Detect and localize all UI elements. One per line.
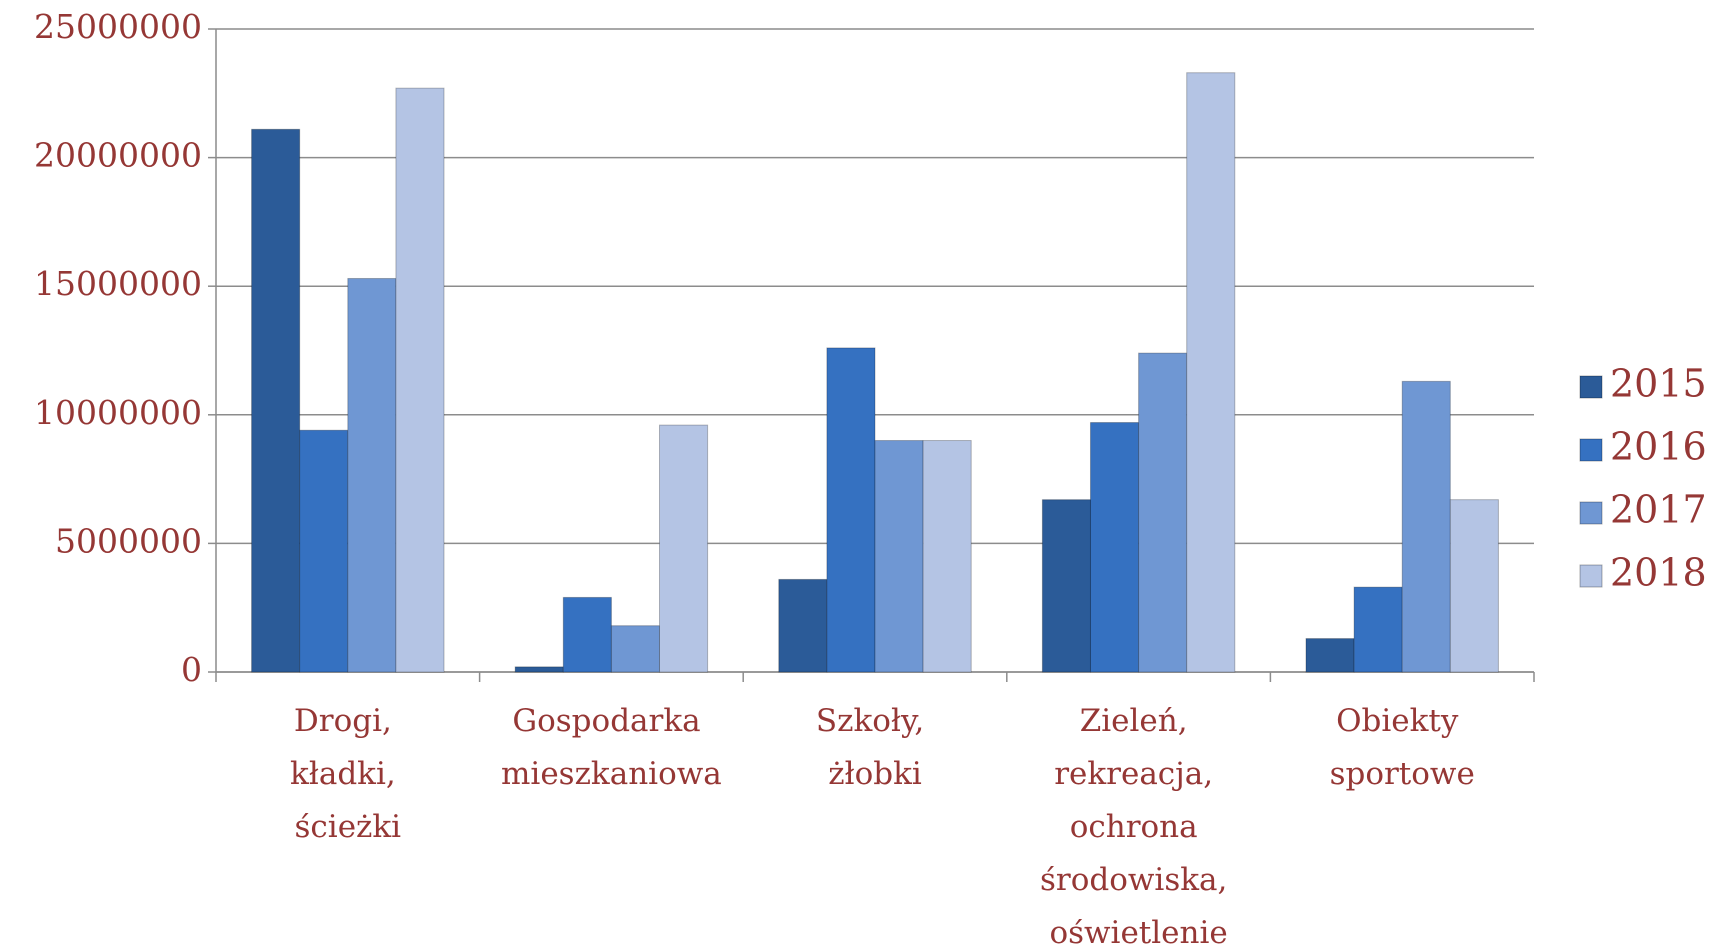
x-tick-label: Gospodarka mieszkaniowa [501, 703, 722, 792]
x-tick-label: Szkoły, żłobki [816, 703, 934, 792]
legend-swatch [1579, 564, 1603, 588]
bar [1305, 638, 1355, 673]
legend-label: 2017 [1610, 488, 1707, 532]
y-tick-label: 15000000 [34, 264, 202, 303]
bar [826, 347, 876, 673]
legend-swatch [1579, 501, 1603, 525]
y-tick-label: 5000000 [55, 521, 202, 560]
bar [299, 429, 349, 673]
bar [347, 277, 397, 673]
y-tick-label: 20000000 [34, 136, 202, 175]
bar [562, 596, 612, 673]
legend-swatch [1579, 438, 1603, 462]
legend-label: 2015 [1610, 362, 1707, 406]
bar [514, 666, 564, 673]
x-tick-label: Zieleń, rekreacja, ochrona środowiska, o… [1040, 703, 1237, 946]
bar [1089, 422, 1140, 673]
legend-swatch [1579, 375, 1603, 399]
legend-label: 2018 [1610, 551, 1707, 595]
bar [874, 440, 924, 673]
bar [1449, 499, 1499, 673]
bar [922, 440, 972, 673]
bar [395, 87, 445, 673]
y-tick-label: 10000000 [34, 393, 202, 432]
bar [778, 578, 828, 673]
legend-label: 2016 [1610, 425, 1707, 469]
y-tick-label: 0 [181, 650, 202, 689]
x-tick-label: Drogi, kładki, ścieżki [290, 703, 406, 845]
bar [1186, 72, 1236, 673]
bar [251, 128, 301, 673]
bar [659, 424, 709, 673]
bar [1041, 499, 1091, 673]
bar [1353, 586, 1403, 673]
bar [610, 625, 661, 673]
x-tick-label: Obiekty sportowe [1330, 703, 1475, 792]
bar [1401, 380, 1451, 673]
y-tick-label: 25000000 [34, 7, 202, 46]
bar [1138, 352, 1188, 673]
